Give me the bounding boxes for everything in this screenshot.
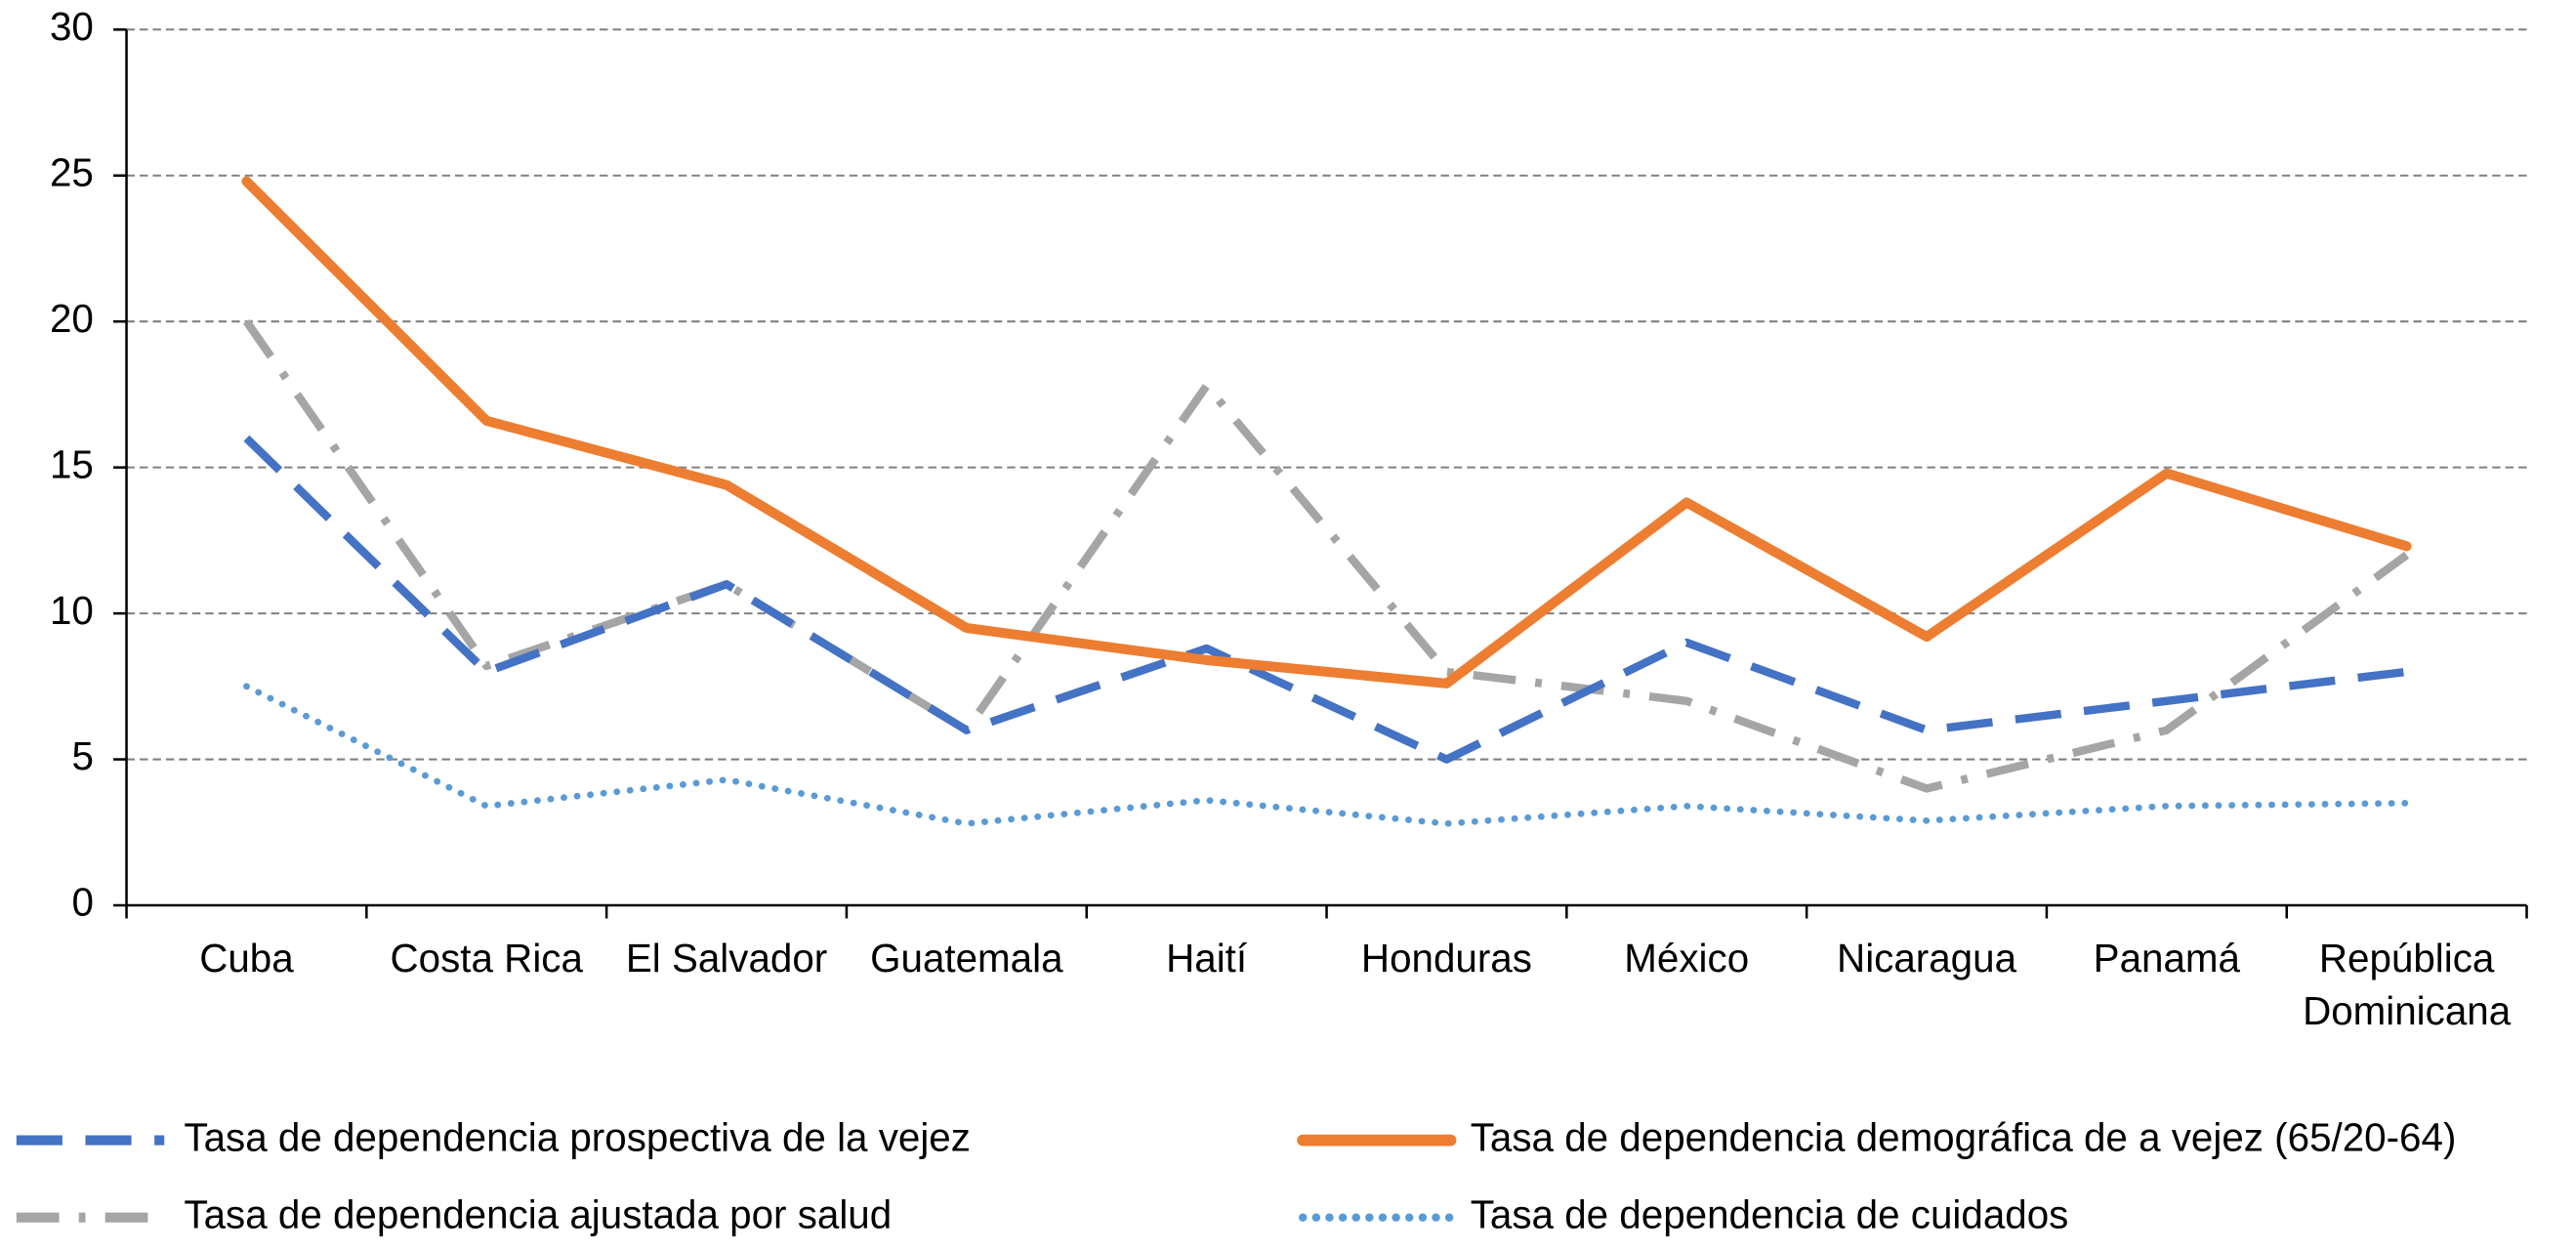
x-tick-label: México — [1624, 936, 1749, 981]
y-tick-label: 20 — [50, 296, 94, 341]
x-tick-label: Panamá — [2094, 936, 2241, 981]
x-tick-label: El Salvador — [626, 936, 827, 981]
y-tick-label: 5 — [71, 733, 93, 778]
legend-label: Tasa de dependencia demográfica de a vej… — [1471, 1114, 2457, 1159]
x-tick-label: Cuba — [199, 936, 294, 981]
y-tick-label: 10 — [50, 588, 94, 633]
x-tick-label: Haití — [1166, 936, 1248, 981]
x-tick-label: Nicaragua — [1837, 936, 2017, 981]
y-tick-label: 25 — [50, 149, 94, 194]
series-line — [243, 435, 2408, 764]
y-tick-label: 15 — [50, 441, 94, 486]
x-tick-label: Costa Rica — [391, 936, 584, 981]
y-tick-label: 30 — [50, 4, 94, 49]
series-line — [242, 318, 2410, 793]
legend-label: Tasa de dependencia prospectiva de la ve… — [184, 1114, 970, 1159]
legend-label: Tasa de dependencia de cuidados — [1471, 1191, 2069, 1236]
x-tick-label: Guatemala — [870, 936, 1063, 981]
x-tick-label: Honduras — [1361, 936, 1532, 981]
series-line — [241, 176, 2412, 689]
series-line — [243, 683, 2410, 827]
x-tick-label: República Dominicana — [2303, 936, 2512, 1033]
legend-label: Tasa de dependencia ajustada por salud — [184, 1191, 892, 1236]
y-tick-label: 0 — [71, 880, 93, 925]
